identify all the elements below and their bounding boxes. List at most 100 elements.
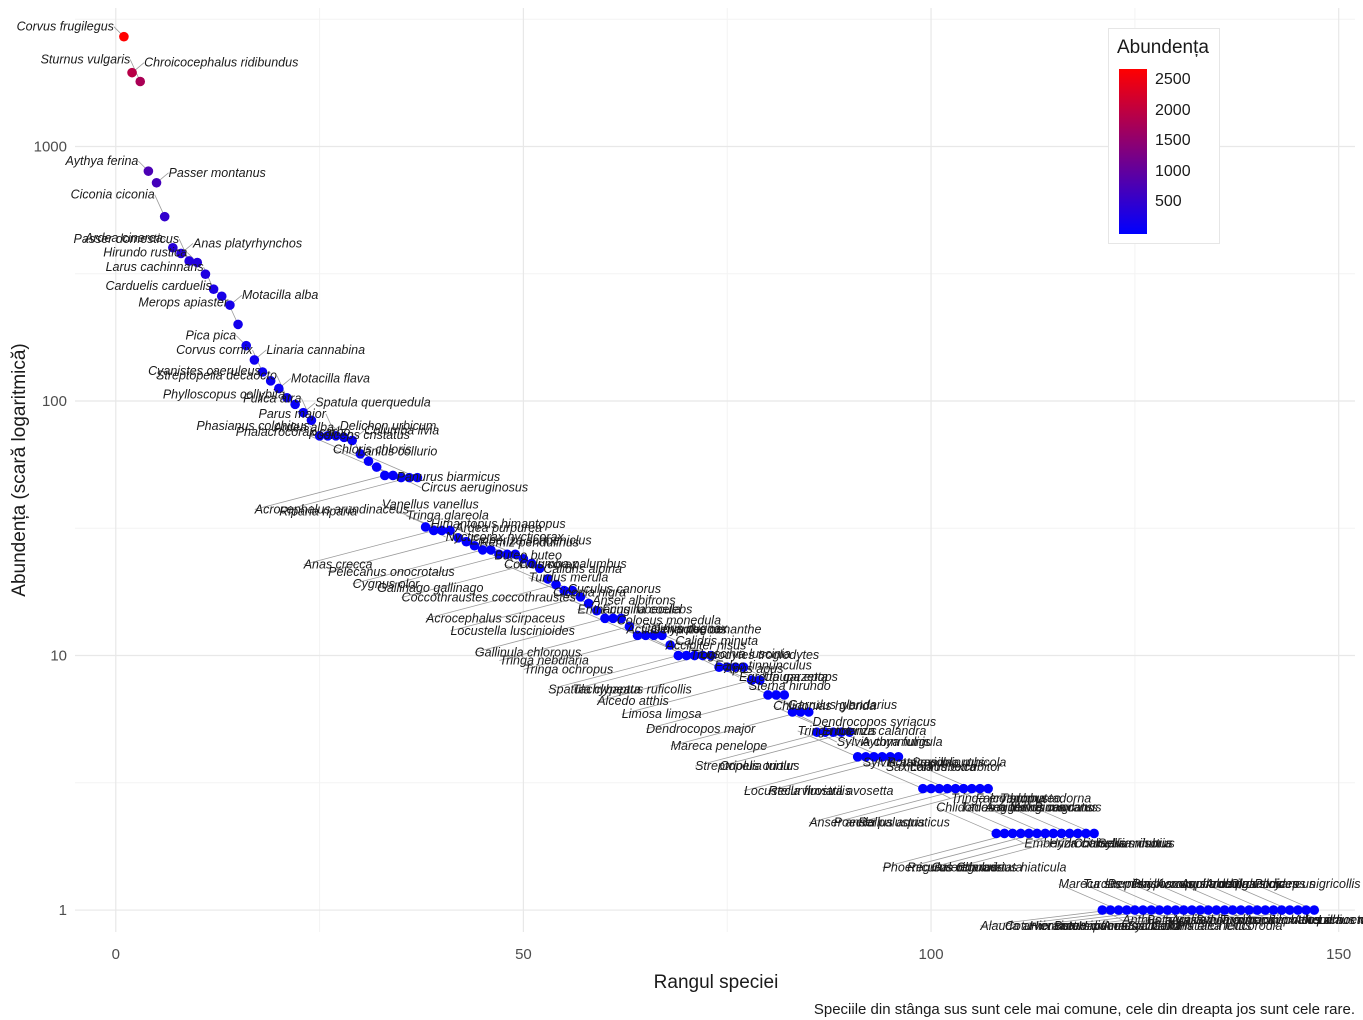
point-label: Lanius minor bbox=[1318, 913, 1363, 927]
label-leader bbox=[279, 477, 410, 513]
point-label: Haliaeetus albicilla bbox=[1078, 919, 1182, 933]
data-point bbox=[1236, 905, 1246, 915]
data-point bbox=[567, 585, 578, 596]
data-point bbox=[893, 752, 904, 762]
point-label: Tringa totanus bbox=[798, 724, 877, 738]
legend-color-bar bbox=[1119, 69, 1147, 234]
data-point bbox=[437, 525, 447, 536]
point-label: Lanius excubitor bbox=[910, 760, 1002, 774]
x-tick-label: 100 bbox=[919, 946, 944, 963]
point-label: Sylvia communis bbox=[837, 735, 931, 749]
data-point bbox=[1203, 905, 1214, 915]
label-leader bbox=[955, 833, 1087, 868]
data-point bbox=[559, 585, 569, 596]
point-label: Calidris pugnax bbox=[641, 621, 728, 635]
data-point bbox=[1121, 905, 1132, 915]
data-point bbox=[534, 563, 545, 574]
point-label: Buteo buteo bbox=[494, 549, 561, 563]
data-point bbox=[184, 256, 194, 266]
point-label: Luscinia luscinia bbox=[700, 647, 791, 661]
label-leader bbox=[377, 553, 508, 589]
data-point bbox=[274, 383, 284, 394]
point-label: Carduelis carduelis bbox=[105, 279, 211, 293]
point-label: Aythya ferina bbox=[65, 154, 139, 168]
data-point bbox=[420, 522, 431, 532]
data-point bbox=[510, 549, 521, 560]
data-point bbox=[730, 662, 741, 672]
point-label: Pelecanus onocrotalus bbox=[328, 565, 454, 579]
point-label: Chloris chloris bbox=[333, 442, 412, 456]
point-label: Limosa limosa bbox=[622, 707, 702, 721]
label-leader bbox=[797, 730, 858, 758]
label-leader bbox=[809, 788, 940, 824]
point-label: Sylvia curruca bbox=[1196, 913, 1275, 927]
label-leader bbox=[980, 909, 1111, 927]
point-label: Locustella luscinioides bbox=[450, 624, 574, 638]
label-leader bbox=[719, 731, 850, 767]
point-label: Hieraaetus pennatus bbox=[1029, 919, 1144, 933]
point-label: Actitis hypoleucos bbox=[625, 623, 726, 637]
y-axis-title: Abundența (scară logaritmică) bbox=[9, 343, 30, 596]
data-point bbox=[681, 650, 692, 661]
point-label: Phalacrocorax carbo bbox=[236, 425, 351, 439]
data-point bbox=[673, 650, 684, 661]
point-label: Aquila pomarina bbox=[1170, 913, 1261, 927]
data-point bbox=[331, 430, 341, 441]
point-label: Rallus aquaticus bbox=[858, 816, 950, 830]
point-label: Sterna hirundo bbox=[749, 679, 831, 693]
point-label: Saxicola rubicola bbox=[912, 756, 1007, 770]
label-leader bbox=[352, 549, 483, 585]
data-point bbox=[885, 752, 896, 762]
data-point bbox=[763, 690, 773, 700]
data-point bbox=[1032, 828, 1042, 839]
point-label: Corvus corax bbox=[504, 558, 578, 572]
point-label: Tringa erythropus bbox=[951, 792, 1048, 806]
data-point bbox=[649, 630, 659, 641]
data-point bbox=[967, 783, 977, 794]
point-label: Calidris alpina bbox=[543, 562, 622, 576]
data-point bbox=[502, 549, 512, 560]
point-label: Himantopus himantopus bbox=[431, 517, 566, 531]
data-point bbox=[600, 613, 610, 624]
data-point bbox=[991, 828, 1002, 839]
point-label: Tachybaptus ruficollis bbox=[573, 683, 692, 697]
point-label: Anas acuta bbox=[1102, 919, 1166, 933]
data-point bbox=[746, 675, 757, 686]
data-point bbox=[918, 783, 928, 794]
point-label: Alcedo atthis bbox=[596, 694, 669, 708]
point-labels: Corvus frugilegus Chroicocephalus ridibun… bbox=[17, 20, 1363, 933]
point-label: Emberiza calandra bbox=[822, 724, 926, 738]
label-leader bbox=[523, 634, 654, 670]
point-label: Ardea cinerea bbox=[84, 231, 163, 245]
chart-caption: Speciile din stânga sus sunt cele mai co… bbox=[813, 1001, 1355, 1018]
data-point bbox=[1130, 905, 1140, 915]
data-point bbox=[208, 284, 219, 294]
data-point bbox=[518, 553, 529, 564]
data-point bbox=[176, 248, 186, 259]
point-label: Pernis apivorus bbox=[1107, 877, 1193, 891]
point-label: Passer montanus bbox=[169, 166, 266, 180]
data-point bbox=[396, 472, 406, 483]
data-point bbox=[869, 752, 879, 762]
data-point bbox=[380, 470, 390, 481]
data-point bbox=[616, 613, 627, 624]
data-point bbox=[1178, 905, 1189, 915]
point-label: Remiz pendulinus bbox=[480, 535, 579, 549]
point-label: Garrulus glandarius bbox=[788, 698, 897, 712]
point-label: Phoenicurus ochruros bbox=[883, 860, 1005, 874]
data-points bbox=[119, 31, 1320, 915]
data-point bbox=[877, 752, 887, 762]
point-label: Coloeus monedula bbox=[617, 614, 721, 628]
point-label: Sturnus vulgaris bbox=[41, 53, 131, 67]
point-label: Turdus merula bbox=[529, 571, 609, 585]
point-label: Delichon urbicum bbox=[340, 419, 437, 433]
data-point bbox=[322, 430, 333, 441]
data-point bbox=[241, 340, 252, 351]
label-leader bbox=[743, 756, 875, 792]
data-point bbox=[1007, 828, 1018, 839]
data-point bbox=[1081, 828, 1091, 839]
data-point bbox=[1048, 828, 1059, 839]
data-point bbox=[812, 727, 822, 737]
point-label: Aegithalos caudatus bbox=[984, 800, 1098, 814]
y-tick-label: 1000 bbox=[34, 138, 67, 155]
